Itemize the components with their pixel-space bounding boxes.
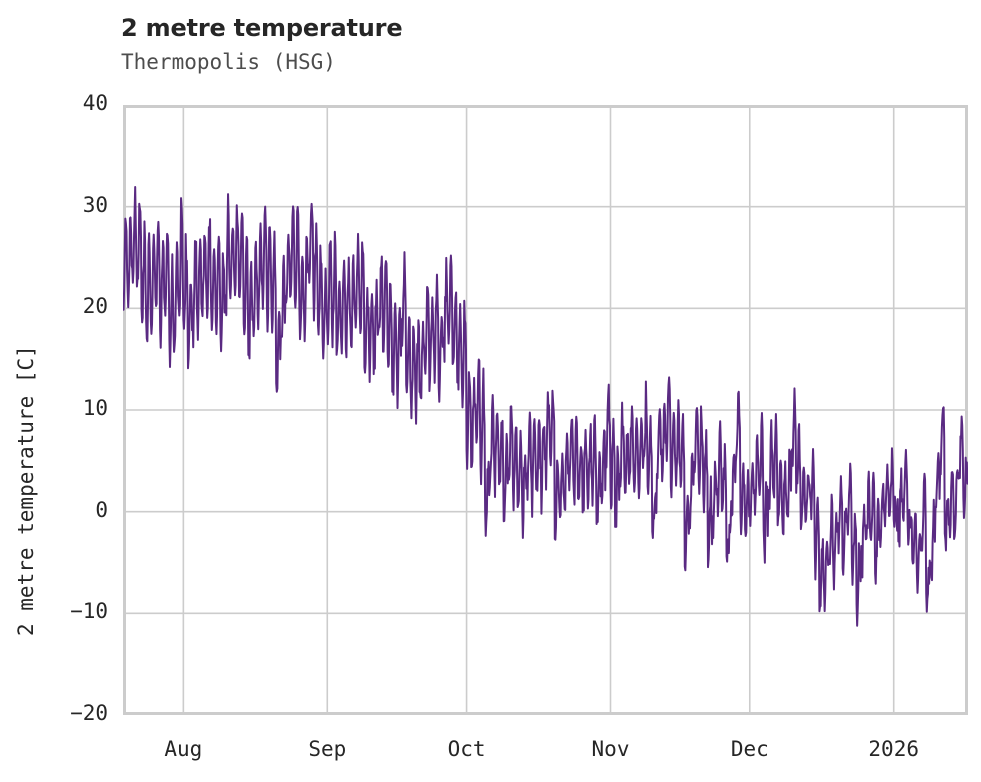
x-tick-text: Aug [164, 737, 203, 761]
y-tick-text: 40 [82, 91, 108, 115]
x-tick-text: Nov [591, 737, 630, 761]
plot-area [123, 105, 968, 715]
plot-border [123, 105, 968, 715]
y-tick-text: 0 [95, 497, 108, 522]
x-tick-text: Oct [447, 737, 486, 761]
series-canvas [123, 105, 968, 715]
x-tick-text: Dec [730, 737, 769, 761]
temperature-series-line [123, 185, 968, 627]
y-tick-text: −10 [70, 599, 108, 624]
y-tick-text: 30 [82, 192, 108, 217]
y-axis-label: 2 metre temperature [C] [14, 345, 38, 636]
chart-subtitle: Thermopolis (HSG) [121, 50, 336, 74]
x-tick-text: 2026 [868, 737, 919, 761]
x-tick-text: Sep [308, 737, 347, 761]
y-tick-text: 10 [82, 396, 108, 420]
chart-title: 2 metre temperature [121, 14, 403, 42]
y-tick-text: 20 [82, 294, 108, 319]
y-tick-text: −20 [70, 701, 108, 725]
